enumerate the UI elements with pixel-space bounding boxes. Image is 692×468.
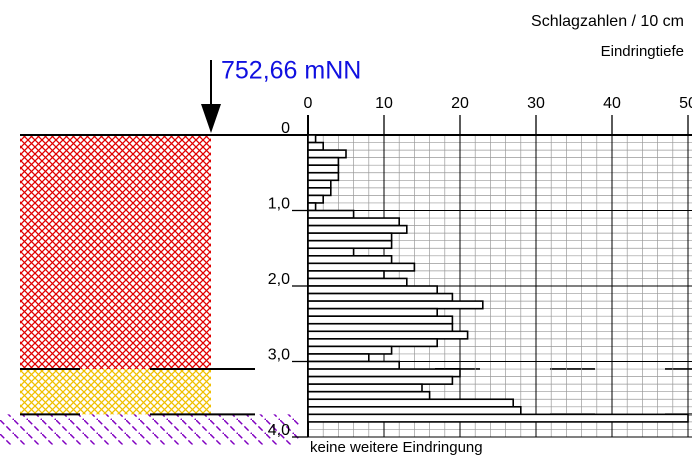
x-tick-label: 50: [679, 95, 692, 112]
bar: [308, 135, 316, 143]
bar: [308, 241, 392, 249]
soil-layer: [20, 135, 211, 369]
bar: [308, 256, 392, 264]
bar: [308, 211, 354, 219]
bar: [308, 316, 452, 324]
y-tick-label: 3,0: [268, 347, 290, 364]
bar: [308, 203, 316, 211]
bar: [308, 354, 369, 362]
bar: [308, 301, 483, 309]
bar: [308, 369, 460, 377]
elevation-label: 752,66 mNN: [221, 57, 361, 85]
bar: [308, 143, 323, 151]
bar: [308, 158, 338, 166]
annotation: keine weitere Eindringung: [310, 439, 483, 456]
bar: [308, 309, 437, 317]
bar: [308, 233, 392, 241]
soil-column: [0, 135, 300, 445]
bar: [308, 384, 422, 392]
bar: [308, 324, 452, 332]
axis-label: Eindringtiefe: [601, 43, 684, 60]
x-tick-label: 10: [375, 95, 393, 112]
bar: [308, 218, 399, 226]
bar: [308, 263, 414, 271]
x-tick-label: 30: [527, 95, 545, 112]
chart: Schlagzahlen / 10 cm Eindringtiefe 752,6…: [0, 0, 692, 468]
y-tick-label: 2,0: [268, 271, 290, 288]
bar: [308, 150, 346, 158]
bar: [308, 392, 430, 400]
chart-title: Schlagzahlen / 10 cm: [531, 13, 684, 30]
arrow-head: [201, 104, 221, 133]
bar: [308, 407, 521, 415]
bar: [308, 377, 452, 385]
y-tick-label: 0: [281, 120, 290, 137]
bar: [308, 248, 354, 256]
bar: [308, 226, 407, 234]
bar: [308, 414, 688, 422]
bar: [308, 286, 437, 294]
soil-layer: [0, 414, 300, 444]
bar: [308, 362, 399, 370]
x-tick-label: 20: [451, 95, 469, 112]
bar: [308, 271, 384, 279]
bar: [308, 339, 437, 347]
bar: [308, 346, 392, 354]
bar: [308, 195, 323, 203]
bar: [308, 188, 331, 196]
y-tick-label: 1,0: [268, 196, 290, 213]
bar: [308, 173, 338, 181]
x-tick-label: 0: [304, 95, 313, 112]
soil-layer: [20, 369, 211, 414]
bar: [308, 165, 338, 173]
x-tick-label: 40: [603, 95, 621, 112]
bar: [308, 331, 468, 339]
bar: [308, 294, 452, 302]
bar: [308, 399, 513, 407]
bar: [308, 180, 331, 188]
y-tick-label: 4,0: [268, 422, 290, 439]
bar: [308, 278, 407, 286]
